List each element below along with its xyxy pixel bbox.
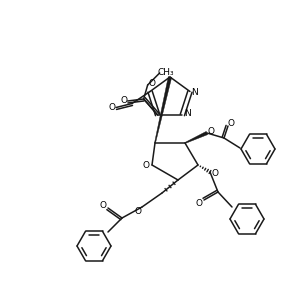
Text: O: O (99, 201, 107, 210)
Text: O: O (227, 119, 235, 127)
Polygon shape (154, 77, 172, 143)
Text: O: O (120, 96, 127, 106)
Text: O: O (212, 168, 219, 177)
Text: N: N (192, 88, 198, 97)
Polygon shape (185, 131, 208, 144)
Text: O: O (142, 162, 150, 170)
Text: O: O (148, 79, 155, 88)
Text: CH₃: CH₃ (157, 69, 174, 77)
Text: O: O (208, 127, 215, 137)
Text: N: N (184, 109, 191, 119)
Text: O: O (196, 199, 203, 208)
Text: O: O (134, 207, 142, 216)
Text: O: O (109, 103, 115, 112)
